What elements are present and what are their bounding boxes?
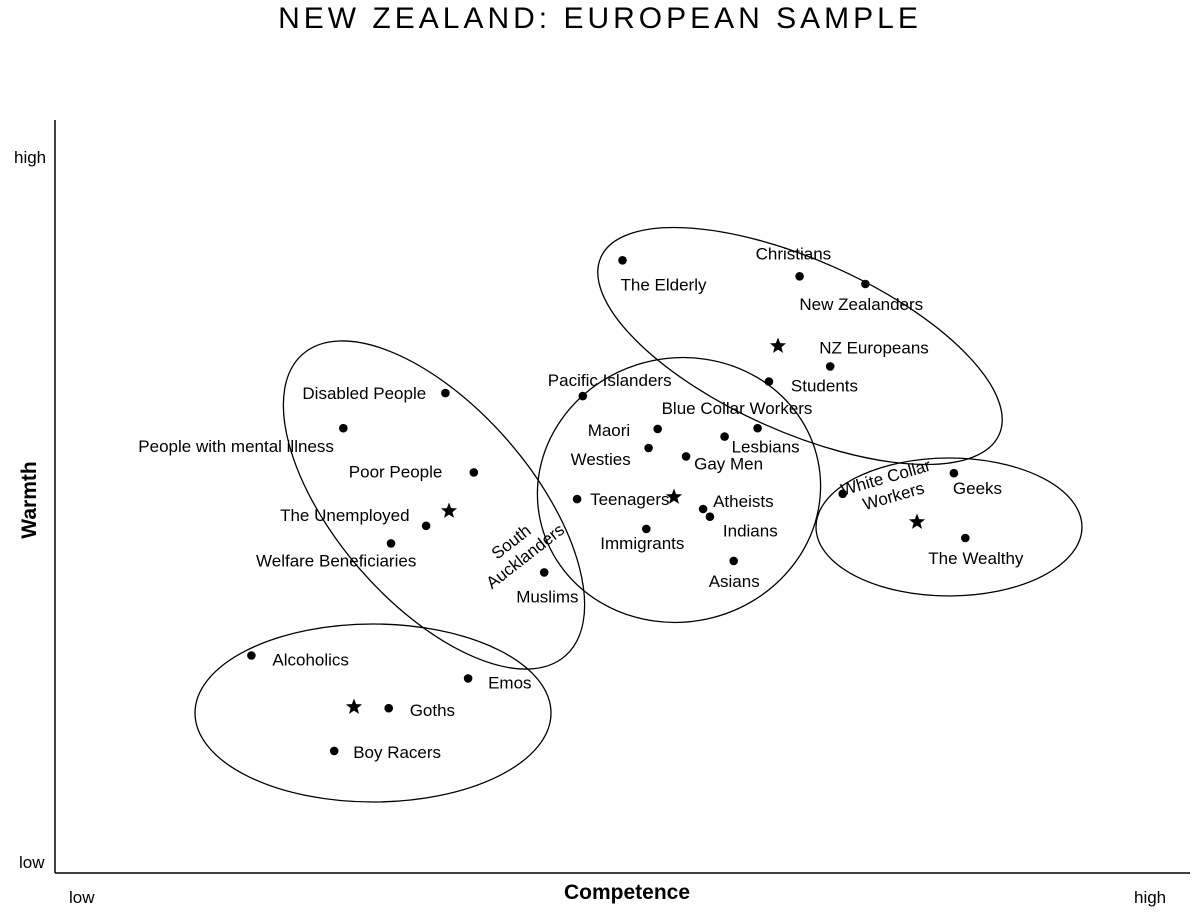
data-point	[764, 377, 774, 386]
data-label: Welfare Beneficiaries	[256, 551, 416, 570]
data-point	[572, 494, 582, 504]
data-label: Blue Collar Workers	[662, 399, 813, 418]
data-label: The Wealthy	[928, 549, 1024, 568]
data-label: Immigrants	[600, 534, 684, 553]
data-point	[949, 468, 959, 478]
data-point	[642, 524, 651, 534]
data-label: Students	[791, 377, 858, 396]
data-label: People with mental illness	[138, 437, 334, 456]
data-label: Gay Men	[694, 454, 763, 473]
centroid-star	[345, 698, 363, 714]
cluster-ellipse-right	[815, 457, 1083, 597]
y-high-label: high	[14, 148, 46, 167]
data-label: The Elderly	[621, 275, 707, 294]
cluster-ellipse-bottom	[194, 623, 552, 803]
data-point	[825, 362, 835, 371]
data-point	[795, 272, 804, 281]
data-point	[469, 468, 479, 477]
data-label: Asians	[709, 572, 760, 591]
data-label: Emos	[488, 673, 531, 692]
data-point	[386, 539, 396, 548]
data-label: NZ Europeans	[819, 338, 929, 357]
data-label: Teenagers	[590, 490, 669, 509]
data-point	[247, 651, 256, 660]
data-label: Poor People	[349, 462, 443, 481]
data-point	[681, 452, 691, 461]
data-point	[838, 489, 847, 499]
data-label: Atheists	[713, 492, 773, 511]
data-point	[384, 703, 394, 713]
data-point	[698, 504, 708, 514]
data-point	[720, 432, 729, 441]
data-point	[961, 533, 970, 543]
centroid-star	[769, 337, 787, 353]
data-point	[578, 391, 588, 401]
data-point	[729, 556, 738, 566]
cluster-centroid-stars	[345, 337, 926, 714]
data-label: Goths	[410, 701, 455, 720]
data-point	[753, 423, 762, 433]
data-point	[339, 423, 348, 433]
data-labels: The Elderly Christians New Zealanders NZ Eu…	[138, 244, 1024, 762]
data-point	[861, 279, 870, 289]
data-label: Geeks	[953, 479, 1002, 498]
chart-title: NEW ZEALAND: EUROPEAN SAMPLE	[278, 2, 922, 35]
data-label: The Unemployed	[280, 506, 409, 525]
x-low-label: low	[69, 888, 95, 907]
data-label: Disabled People	[302, 384, 426, 403]
data-point	[463, 674, 473, 683]
data-point	[618, 255, 627, 265]
x-axis-title: Competence	[564, 881, 690, 904]
data-point	[441, 388, 450, 398]
cluster-ellipse-left	[282, 340, 586, 670]
data-label: Lesbians	[732, 438, 800, 457]
data-points	[247, 255, 970, 756]
data-label: Boy Racers	[353, 743, 441, 762]
centroid-star	[440, 502, 458, 518]
data-label: Maori	[588, 421, 631, 440]
data-label: Indians	[723, 522, 778, 541]
data-label: Westies	[571, 450, 631, 469]
data-point	[644, 443, 653, 453]
x-high-label: high	[1134, 888, 1166, 907]
data-point	[421, 521, 431, 531]
y-low-label: low	[19, 853, 45, 872]
cluster-ellipse-middle	[536, 356, 822, 624]
data-point	[329, 746, 339, 756]
cluster-label-south-aucklanders: South Aucklanders	[470, 504, 568, 592]
centroid-star	[665, 488, 683, 504]
data-point	[705, 512, 715, 521]
data-label: Muslims	[516, 587, 578, 606]
data-label: Alcoholics	[272, 651, 349, 670]
data-label: Pacific Islanders	[548, 371, 672, 390]
data-label: New Zealanders	[799, 295, 923, 314]
centroid-star	[908, 513, 926, 529]
data-point	[653, 424, 662, 434]
y-axis-title: Warmth	[18, 461, 41, 538]
cluster-ellipse-top-right	[597, 226, 1003, 466]
data-point	[539, 568, 549, 577]
data-label: Christians	[756, 244, 832, 263]
